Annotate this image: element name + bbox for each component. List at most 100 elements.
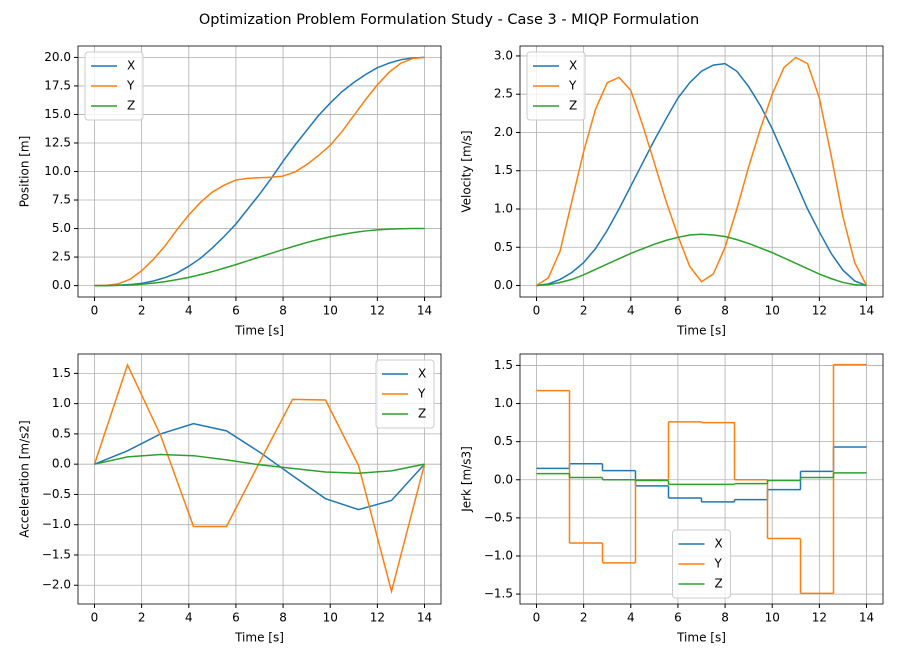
y-tick-label: 2.0 — [494, 125, 513, 139]
y-tick-label: −1.5 — [484, 587, 513, 601]
x-tick-label: 10 — [765, 304, 780, 318]
y-tick-label: 2.5 — [52, 250, 71, 264]
axes-frame — [519, 353, 884, 605]
y-tick-label: 10.0 — [44, 164, 71, 178]
y-tick-label: 1.0 — [494, 201, 513, 215]
x-tick-label: 6 — [674, 611, 682, 625]
x-tick-label: 12 — [812, 304, 827, 318]
subplot: 0 2 4 6 8 10 12 14 −1.5 −1.0 −0.5 0.0 0.5 1.0 1.5 Time … — [460, 353, 884, 645]
legend-label: X — [569, 59, 577, 73]
y-tick-label: 2.5 — [494, 87, 513, 101]
y-tick-label: 0.5 — [52, 426, 71, 440]
legend-label: Z — [127, 99, 135, 113]
x-tick-label: 14 — [859, 611, 874, 625]
x-tick-label: 4 — [185, 304, 193, 318]
x-tick-label: 6 — [674, 304, 682, 318]
legend-label: Z — [715, 577, 723, 591]
x-tick-label: 0 — [91, 304, 99, 318]
axes-frame — [77, 353, 442, 605]
x-tick-label: 8 — [721, 611, 729, 625]
series-line — [94, 56, 425, 287]
legend-label: Z — [569, 99, 577, 113]
y-tick-label: −2.0 — [42, 578, 71, 592]
x-tick-label: 0 — [533, 611, 541, 625]
subplot: 0 2 4 6 8 10 12 14 0.0 2.5 5.0 7.5 10.0 12.5 15.0 17.5 2… — [18, 45, 442, 338]
y-tick-label: −0.5 — [484, 510, 513, 524]
y-tick-label: 1.5 — [494, 358, 513, 372]
subplot: 0 2 4 6 8 10 12 14 0.0 0.5 1.0 1.5 2.0 2.5 3.0 Time [s]… — [460, 45, 884, 338]
y-tick-label: 1.0 — [494, 396, 513, 410]
x-tick-label: 14 — [859, 304, 874, 318]
y-tick-label: 0.5 — [494, 434, 513, 448]
y-tick-label: −1.0 — [42, 517, 71, 531]
figure-title: Optimization Problem Formulation Study -… — [199, 12, 699, 28]
y-tick-label: −0.5 — [42, 487, 71, 501]
x-tick-label: 2 — [138, 611, 146, 625]
y-tick-label: −1.5 — [42, 547, 71, 561]
series-line — [94, 227, 425, 287]
legend-label: Y — [126, 79, 135, 93]
axes-frame — [77, 45, 442, 298]
y-tick-label: 0.5 — [494, 240, 513, 254]
legend-label: Y — [417, 387, 426, 401]
y-tick-label: 1.5 — [494, 163, 513, 177]
x-tick-label: 6 — [232, 304, 240, 318]
legend-label: X — [715, 537, 723, 551]
y-tick-label: 5.0 — [52, 221, 71, 235]
x-tick-label: 4 — [627, 304, 635, 318]
y-tick-label: 1.5 — [52, 366, 71, 380]
y-tick-label: 0.0 — [52, 278, 71, 292]
y-tick-label: 1.0 — [52, 396, 71, 410]
legend-label: Y — [714, 557, 723, 571]
legend-label: Y — [568, 79, 577, 93]
x-tick-label: 10 — [765, 611, 780, 625]
y-tick-label: 0.0 — [494, 278, 513, 292]
x-tick-label: 10 — [323, 611, 338, 625]
subplot: 0 2 4 6 8 10 12 14 −2.0 −1.5 −1.0 −0.5 0.0 0.5 1.0 1.5 T… — [18, 353, 442, 645]
series-line — [94, 56, 425, 287]
x-tick-label: 0 — [91, 611, 99, 625]
y-tick-label: 3.0 — [494, 48, 513, 62]
y-axis-label: Velocity [m/s] — [460, 130, 474, 212]
x-axis-label: Time [s] — [676, 631, 726, 645]
x-axis-label: Time [s] — [234, 324, 284, 338]
series-line — [536, 62, 867, 287]
y-tick-label: 0.0 — [494, 472, 513, 486]
x-axis-label: Time [s] — [234, 631, 284, 645]
x-tick-label: 8 — [279, 611, 287, 625]
y-tick-label: −1.0 — [484, 548, 513, 562]
y-tick-label: 12.5 — [44, 135, 71, 149]
legend-label: X — [418, 367, 426, 381]
x-tick-label: 2 — [138, 304, 146, 318]
y-tick-label: 0.0 — [52, 457, 71, 471]
y-tick-label: 17.5 — [44, 78, 71, 92]
axes-frame — [519, 45, 884, 298]
x-tick-label: 2 — [580, 611, 588, 625]
series-line — [93, 362, 426, 595]
y-axis-label: Acceleration [m/s2] — [18, 420, 32, 537]
x-tick-label: 6 — [232, 611, 240, 625]
x-tick-label: 12 — [370, 304, 385, 318]
x-tick-label: 4 — [185, 611, 193, 625]
x-tick-label: 4 — [627, 611, 635, 625]
series-line — [536, 233, 867, 287]
x-tick-label: 12 — [370, 611, 385, 625]
legend-label: X — [127, 59, 135, 73]
x-tick-label: 8 — [721, 304, 729, 318]
x-tick-label: 10 — [323, 304, 338, 318]
series-line — [536, 56, 868, 287]
x-axis-label: Time [s] — [676, 324, 726, 338]
x-tick-label: 8 — [279, 304, 287, 318]
x-tick-label: 14 — [417, 304, 432, 318]
x-tick-label: 0 — [533, 304, 541, 318]
y-axis-label: Jerk [m/s3] — [460, 446, 474, 513]
series-line — [94, 422, 426, 511]
y-tick-label: 20.0 — [44, 50, 71, 64]
x-tick-label: 12 — [812, 611, 827, 625]
y-tick-label: 15.0 — [44, 107, 71, 121]
legend-label: Z — [418, 407, 426, 421]
series-line — [94, 453, 425, 475]
x-tick-label: 14 — [417, 611, 432, 625]
y-axis-label: Position [m] — [18, 136, 32, 208]
